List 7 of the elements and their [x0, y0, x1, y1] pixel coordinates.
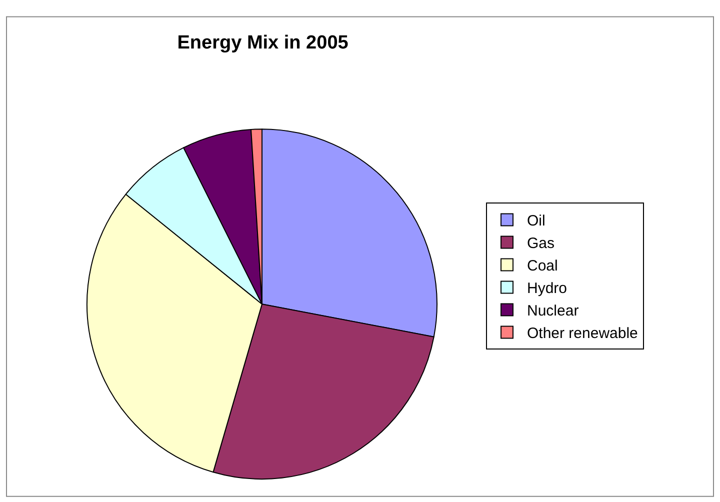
legend-label: Gas [527, 235, 555, 252]
legend-label: Nuclear [527, 302, 579, 320]
legend-label: Hydro [527, 280, 568, 298]
legend-label: Coal [527, 258, 558, 275]
chart-title: Energy Mix in 2005 [177, 32, 349, 54]
legend-label: Other renewable [527, 325, 638, 342]
legend-label: Oil [527, 212, 546, 230]
